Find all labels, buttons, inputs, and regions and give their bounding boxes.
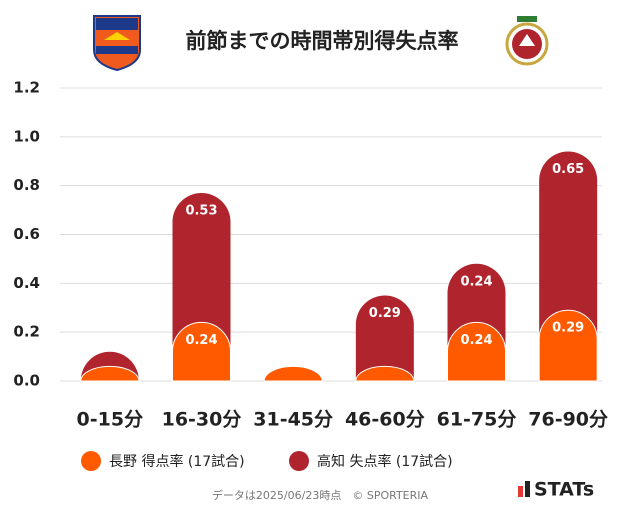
y-tick-label: 0.8 [13, 176, 40, 194]
y-tick-label: 0.2 [13, 323, 40, 341]
team-logo-left [93, 15, 141, 72]
data-label: 0.53 [185, 203, 217, 218]
bar-segment [263, 365, 323, 382]
brand-logo: STATs [518, 479, 594, 501]
y-tick-label: 0.0 [13, 372, 40, 390]
bar-segment [447, 321, 506, 382]
x-tick-label: 46-60分 [345, 409, 425, 431]
bar-segment [538, 309, 598, 382]
legend-swatch [289, 451, 309, 471]
y-tick-label: 1.0 [13, 127, 40, 145]
x-tick-label: 76-90分 [528, 409, 608, 431]
bar-segment [355, 295, 414, 381]
y-tick-label: 1.2 [13, 79, 40, 97]
legend-label: 長野 得点率 (17試合) [109, 453, 245, 470]
data-label: 0.29 [552, 321, 584, 336]
x-tick-label: 16-30分 [162, 409, 242, 431]
x-tick-label: 61-75分 [437, 409, 517, 431]
bar-segment [172, 321, 231, 382]
chart-title: 前節までの時間帯別得失点率 [186, 29, 459, 53]
legend-swatch [81, 451, 101, 471]
bar-segment [172, 192, 231, 352]
data-label: 0.65 [552, 162, 584, 177]
x-tick-label: 31-45分 [253, 409, 333, 431]
bar-segment [355, 365, 415, 382]
y-tick-label: 0.6 [13, 225, 40, 243]
data-label: 0.24 [185, 333, 217, 348]
data-label: 0.29 [369, 306, 401, 321]
bar-segment [80, 365, 140, 382]
y-tick-label: 0.4 [13, 274, 40, 292]
legend-label: 高知 失点率 (17試合) [317, 453, 453, 470]
footnote: データは2025/06/23時点 © SPORTERIA [212, 488, 429, 502]
team-logo-right [505, 16, 549, 66]
bar-segment [539, 151, 598, 340]
brand: STATs [534, 479, 594, 501]
data-label: 0.24 [460, 333, 492, 348]
data-label: 0.24 [460, 274, 492, 289]
x-tick-label: 0-15分 [77, 409, 144, 431]
